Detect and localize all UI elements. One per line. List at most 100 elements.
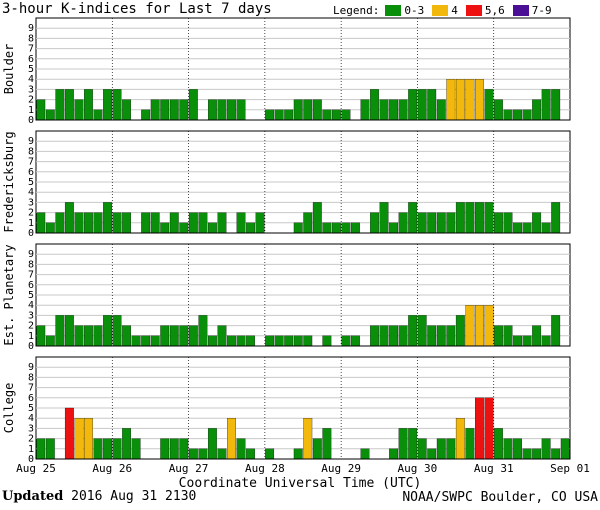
y-tick-label: 8: [28, 372, 34, 383]
bar: [103, 315, 112, 347]
bar: [560, 438, 570, 460]
bar: [541, 335, 551, 347]
y-tick-label: 6: [28, 393, 34, 404]
legend-item-label: 7-9: [531, 4, 552, 17]
bar: [141, 212, 151, 234]
bar: [446, 325, 456, 347]
bar: [312, 438, 322, 460]
y-tick-label: 7: [28, 270, 34, 281]
bar: [398, 325, 408, 347]
bar: [541, 89, 551, 121]
bar: [265, 109, 275, 121]
bar: [341, 222, 351, 234]
bar: [513, 335, 522, 347]
bar: [64, 202, 74, 234]
bar: [455, 202, 465, 234]
y-tick-label: 4: [28, 413, 34, 424]
bar: [341, 109, 351, 121]
bar: [389, 325, 399, 347]
bar: [408, 315, 418, 347]
bar: [246, 222, 255, 234]
panel-label: Boulder: [2, 44, 16, 95]
bar: [417, 212, 427, 234]
bar: [103, 438, 112, 460]
bar: [188, 325, 198, 347]
bar: [465, 79, 475, 121]
y-tick-label: 2: [28, 208, 34, 219]
bar: [379, 325, 389, 347]
bar: [150, 99, 160, 121]
bar: [484, 202, 494, 234]
bar: [179, 222, 189, 234]
bar: [55, 212, 65, 234]
bar: [227, 99, 236, 121]
bar: [160, 222, 170, 234]
y-tick-label: 5: [28, 290, 34, 301]
bar: [74, 325, 84, 347]
bar: [150, 335, 160, 347]
bar: [103, 89, 112, 121]
legend-item-0-3: 0-3: [385, 4, 424, 17]
bar: [351, 335, 360, 347]
bar: [236, 99, 246, 121]
bar: [207, 428, 217, 460]
bar: [131, 438, 141, 460]
y-tick-label: 8: [28, 33, 34, 44]
y-tick-label: 0: [28, 115, 34, 126]
bar: [217, 99, 227, 121]
y-tick-label: 2: [28, 434, 34, 445]
x-tick-label: Aug 26: [92, 462, 132, 475]
bar: [284, 335, 294, 347]
bar: [112, 212, 122, 234]
bar: [293, 222, 303, 234]
bar: [389, 448, 399, 460]
y-tick-label: 5: [28, 177, 34, 188]
bar: [436, 325, 446, 347]
bar: [398, 212, 408, 234]
bar: [112, 438, 122, 460]
y-tick-label: 2: [28, 95, 34, 106]
y-tick-label: 6: [28, 54, 34, 65]
bar: [427, 89, 437, 121]
panel-label: Fredericksburg: [2, 131, 16, 232]
legend-item-label: 5,6: [484, 4, 505, 17]
legend-swatch-red: [465, 5, 482, 16]
bar: [322, 335, 332, 347]
bar: [36, 99, 46, 121]
bar: [64, 407, 74, 460]
bar: [169, 438, 179, 460]
legend-item-4: 4: [432, 4, 458, 17]
bar: [503, 325, 513, 347]
bar: [465, 305, 475, 347]
source-credit: NOAA/SWPC Boulder, CO USA: [402, 490, 598, 505]
bar: [131, 335, 141, 347]
y-tick-label: 4: [28, 74, 34, 85]
bar: [198, 212, 208, 234]
bar: [246, 335, 255, 347]
bar: [55, 315, 65, 347]
y-tick-label: 7: [28, 157, 34, 168]
bar: [417, 315, 427, 347]
bar: [169, 99, 179, 121]
bar: [255, 212, 265, 234]
bar: [169, 212, 179, 234]
bar: [198, 448, 208, 460]
bar: [141, 109, 151, 121]
bar: [169, 325, 179, 347]
bar: [370, 89, 379, 121]
bar: [455, 79, 465, 121]
x-axis-title: Coordinate Universal Time (UTC): [178, 476, 422, 491]
panel-label: College: [2, 383, 16, 434]
bar: [179, 325, 189, 347]
bar: [36, 325, 46, 347]
bar: [312, 99, 322, 121]
bar: [513, 109, 522, 121]
y-tick-label: 3: [28, 310, 34, 321]
x-tick-label: Sep 01: [550, 462, 590, 475]
legend-title: Legend:: [333, 4, 380, 17]
legend-swatch-green: [385, 5, 402, 16]
bar: [160, 438, 170, 460]
y-tick-label: 0: [28, 454, 34, 465]
bar: [265, 448, 275, 460]
bar: [45, 109, 55, 121]
